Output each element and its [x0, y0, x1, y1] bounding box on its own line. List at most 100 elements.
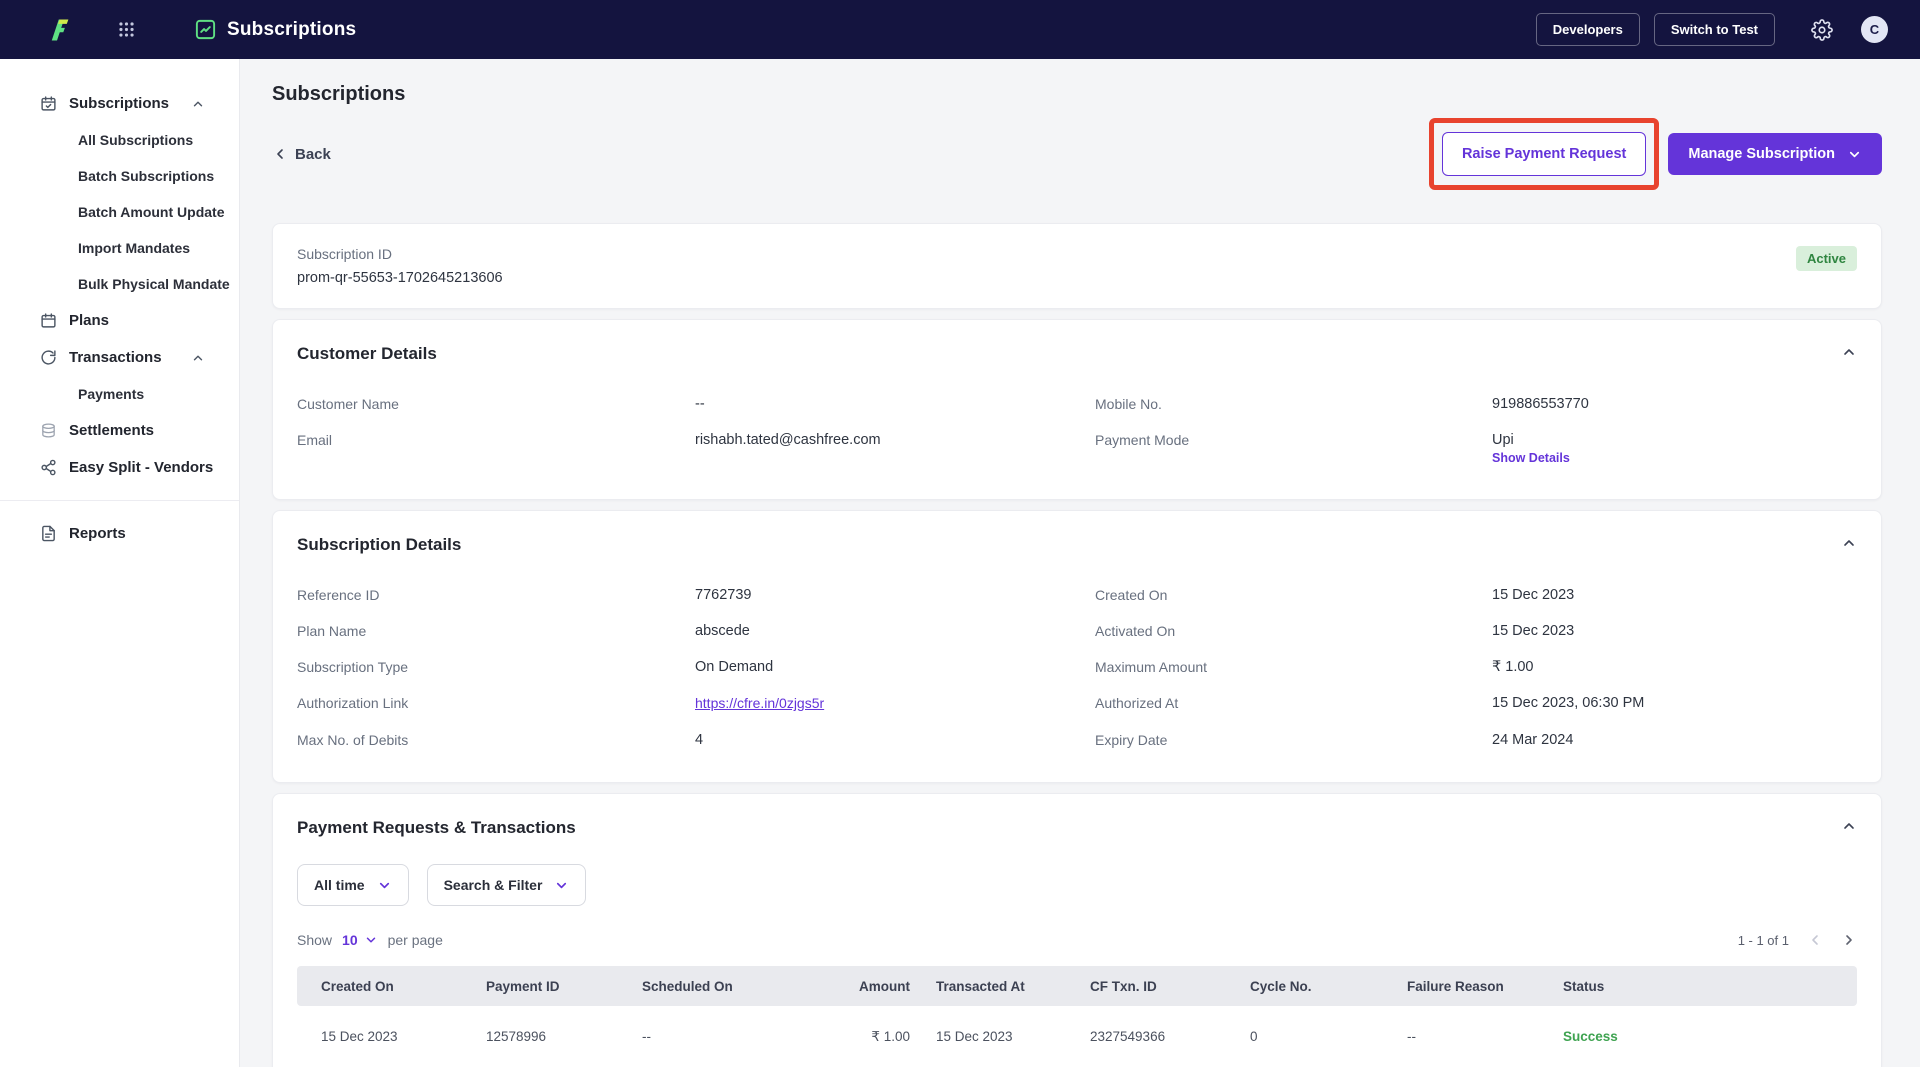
field-label: Expiry Date [1095, 732, 1168, 748]
sidebar-item-label: Plans [69, 312, 110, 329]
sidebar-item-label: Easy Split - Vendors [69, 459, 214, 476]
chevron-up-icon[interactable] [1841, 818, 1857, 834]
manage-subscription-button[interactable]: Manage Subscription [1668, 133, 1882, 175]
chevron-left-icon[interactable] [1807, 932, 1823, 948]
status-badge: Active [1795, 246, 1857, 271]
page-title: Subscriptions [272, 83, 406, 105]
sidebar-item-label: Settlements [69, 422, 155, 439]
col-header: Transacted At [936, 978, 1025, 994]
table-row[interactable]: 15 Dec 2023 12578996 -- ₹ 1.00 15 Dec 20… [297, 1006, 1857, 1067]
col-header: Payment ID [486, 978, 560, 994]
actions-row: Back Raise Payment Request Manage Subscr… [272, 118, 1882, 190]
apps-grid-icon[interactable] [117, 20, 136, 39]
document-icon [40, 525, 57, 542]
col-header: CF Txn. ID [1090, 978, 1157, 994]
subscription-id-card: Subscription ID prom-qr-55653-1702645213… [272, 223, 1882, 309]
developers-button[interactable]: Developers [1535, 13, 1640, 46]
sidebar-item-plans[interactable]: Plans [0, 302, 239, 339]
field-label: Maximum Amount [1095, 659, 1208, 675]
main-content: Subscriptions Back Raise Payment Request… [240, 59, 1920, 1067]
customer-details-title: Customer Details [297, 344, 437, 363]
sidebar-item-all-subscriptions[interactable]: All Subscriptions [0, 122, 239, 158]
filters-row: All time Search & Filter [297, 864, 1857, 906]
sidebar-item-settlements[interactable]: Settlements [0, 412, 239, 449]
field-label: Plan Name [297, 623, 367, 639]
col-header: Status [1563, 978, 1605, 994]
show-details-link[interactable]: Show Details [1492, 451, 1570, 465]
table-controls-row: Show 10 per page 1 - 1 of 1 [297, 932, 1857, 948]
sidebar-item-batch-amount-update[interactable]: Batch Amount Update [0, 194, 239, 230]
cell-transacted-at: 15 Dec 2023 [936, 1029, 1013, 1044]
field-label: Reference ID [297, 587, 380, 603]
col-header: Cycle No. [1250, 978, 1312, 994]
transactions-card: Payment Requests & Transactions All time… [272, 793, 1882, 1067]
cell-created-on: 15 Dec 2023 [321, 1029, 398, 1044]
page-size-dropdown[interactable]: 10 [342, 932, 378, 948]
topbar: Subscriptions Developers Switch to Test … [0, 0, 1920, 59]
subscription-details-card: Subscription Details Reference ID 776273… [272, 510, 1882, 783]
customer-details-card: Customer Details Customer Name -- Mobile… [272, 319, 1882, 500]
chevron-up-icon[interactable] [191, 97, 205, 111]
pagination: 1 - 1 of 1 [1738, 932, 1857, 948]
col-header: Scheduled On [642, 978, 733, 994]
field-value: 7762739 [695, 587, 752, 603]
field-label: Max No. of Debits [297, 732, 409, 748]
chevron-down-icon [1847, 147, 1862, 162]
sidebar-divider [0, 500, 239, 501]
cell-cf-txn-id: 2327549366 [1090, 1029, 1166, 1044]
back-label: Back [295, 145, 331, 163]
cell-payment-id: 12578996 [486, 1029, 547, 1044]
field-value: ₹ 1.00 [1492, 659, 1534, 675]
authorization-link[interactable]: https://cfre.in/0zjgs5r [695, 695, 825, 711]
chevron-up-icon[interactable] [1841, 344, 1857, 360]
col-header: Created On [321, 978, 394, 994]
sidebar-item-subscriptions[interactable]: Subscriptions [0, 85, 239, 122]
chevron-right-icon[interactable] [1841, 932, 1857, 948]
calendar-icon [40, 312, 57, 329]
search-filter-dropdown[interactable]: Search & Filter [426, 864, 587, 906]
cell-status: Success [1563, 1029, 1618, 1044]
sidebar-child-label: Batch Subscriptions [78, 168, 215, 184]
col-header: Amount [859, 978, 910, 994]
field-label: Created On [1095, 587, 1168, 603]
avatar[interactable]: C [1861, 16, 1888, 43]
field-label: Activated On [1095, 623, 1176, 639]
chevron-down-icon [554, 878, 569, 893]
cashfree-logo-icon[interactable] [43, 16, 71, 44]
split-share-icon [40, 459, 57, 476]
sidebar: Subscriptions All Subscriptions Batch Su… [0, 59, 240, 1067]
sidebar-item-batch-subscriptions[interactable]: Batch Subscriptions [0, 158, 239, 194]
time-filter-dropdown[interactable]: All time [297, 864, 409, 906]
gear-icon[interactable] [1811, 18, 1833, 41]
cell-cycle-no: 0 [1250, 1029, 1258, 1044]
raise-payment-request-button[interactable]: Raise Payment Request [1441, 132, 1647, 176]
field-value: abscede [695, 623, 750, 639]
sidebar-child-label: Bulk Physical Mandate [78, 276, 230, 292]
topbar-right: Developers Switch to Test C [1535, 13, 1888, 46]
per-page-label: per page [387, 932, 443, 948]
switch-to-test-button[interactable]: Switch to Test [1653, 13, 1775, 46]
sidebar-item-payments[interactable]: Payments [0, 376, 239, 412]
sidebar-item-import-mandates[interactable]: Import Mandates [0, 230, 239, 266]
pagination-range: 1 - 1 of 1 [1737, 932, 1789, 948]
back-link[interactable]: Back [272, 146, 331, 163]
sidebar-child-label: Payments [78, 386, 145, 402]
sidebar-child-label: All Subscriptions [78, 132, 194, 148]
field-value: -- [695, 396, 705, 412]
app-title-group: Subscriptions [194, 18, 356, 41]
sidebar-item-transactions[interactable]: Transactions [0, 339, 239, 376]
subscription-id-value: prom-qr-55653-1702645213606 [297, 270, 503, 286]
field-value: 4 [695, 732, 704, 748]
sidebar-item-bulk-physical-mandate[interactable]: Bulk Physical Mandate [0, 266, 239, 302]
field-label: Authorization Link [297, 695, 409, 711]
field-value: 15 Dec 2023 [1492, 587, 1575, 603]
field-label: Customer Name [297, 396, 399, 412]
chevron-up-icon[interactable] [191, 351, 205, 365]
sidebar-item-reports[interactable]: Reports [0, 515, 239, 552]
chevron-up-icon[interactable] [1841, 535, 1857, 551]
field-value: 24 Mar 2024 [1492, 732, 1574, 748]
cell-amount: ₹ 1.00 [871, 1028, 910, 1044]
app-title: Subscriptions [227, 18, 357, 40]
sidebar-item-easy-split-vendors[interactable]: Easy Split - Vendors [0, 449, 239, 486]
sidebar-child-label: Import Mandates [78, 240, 191, 256]
